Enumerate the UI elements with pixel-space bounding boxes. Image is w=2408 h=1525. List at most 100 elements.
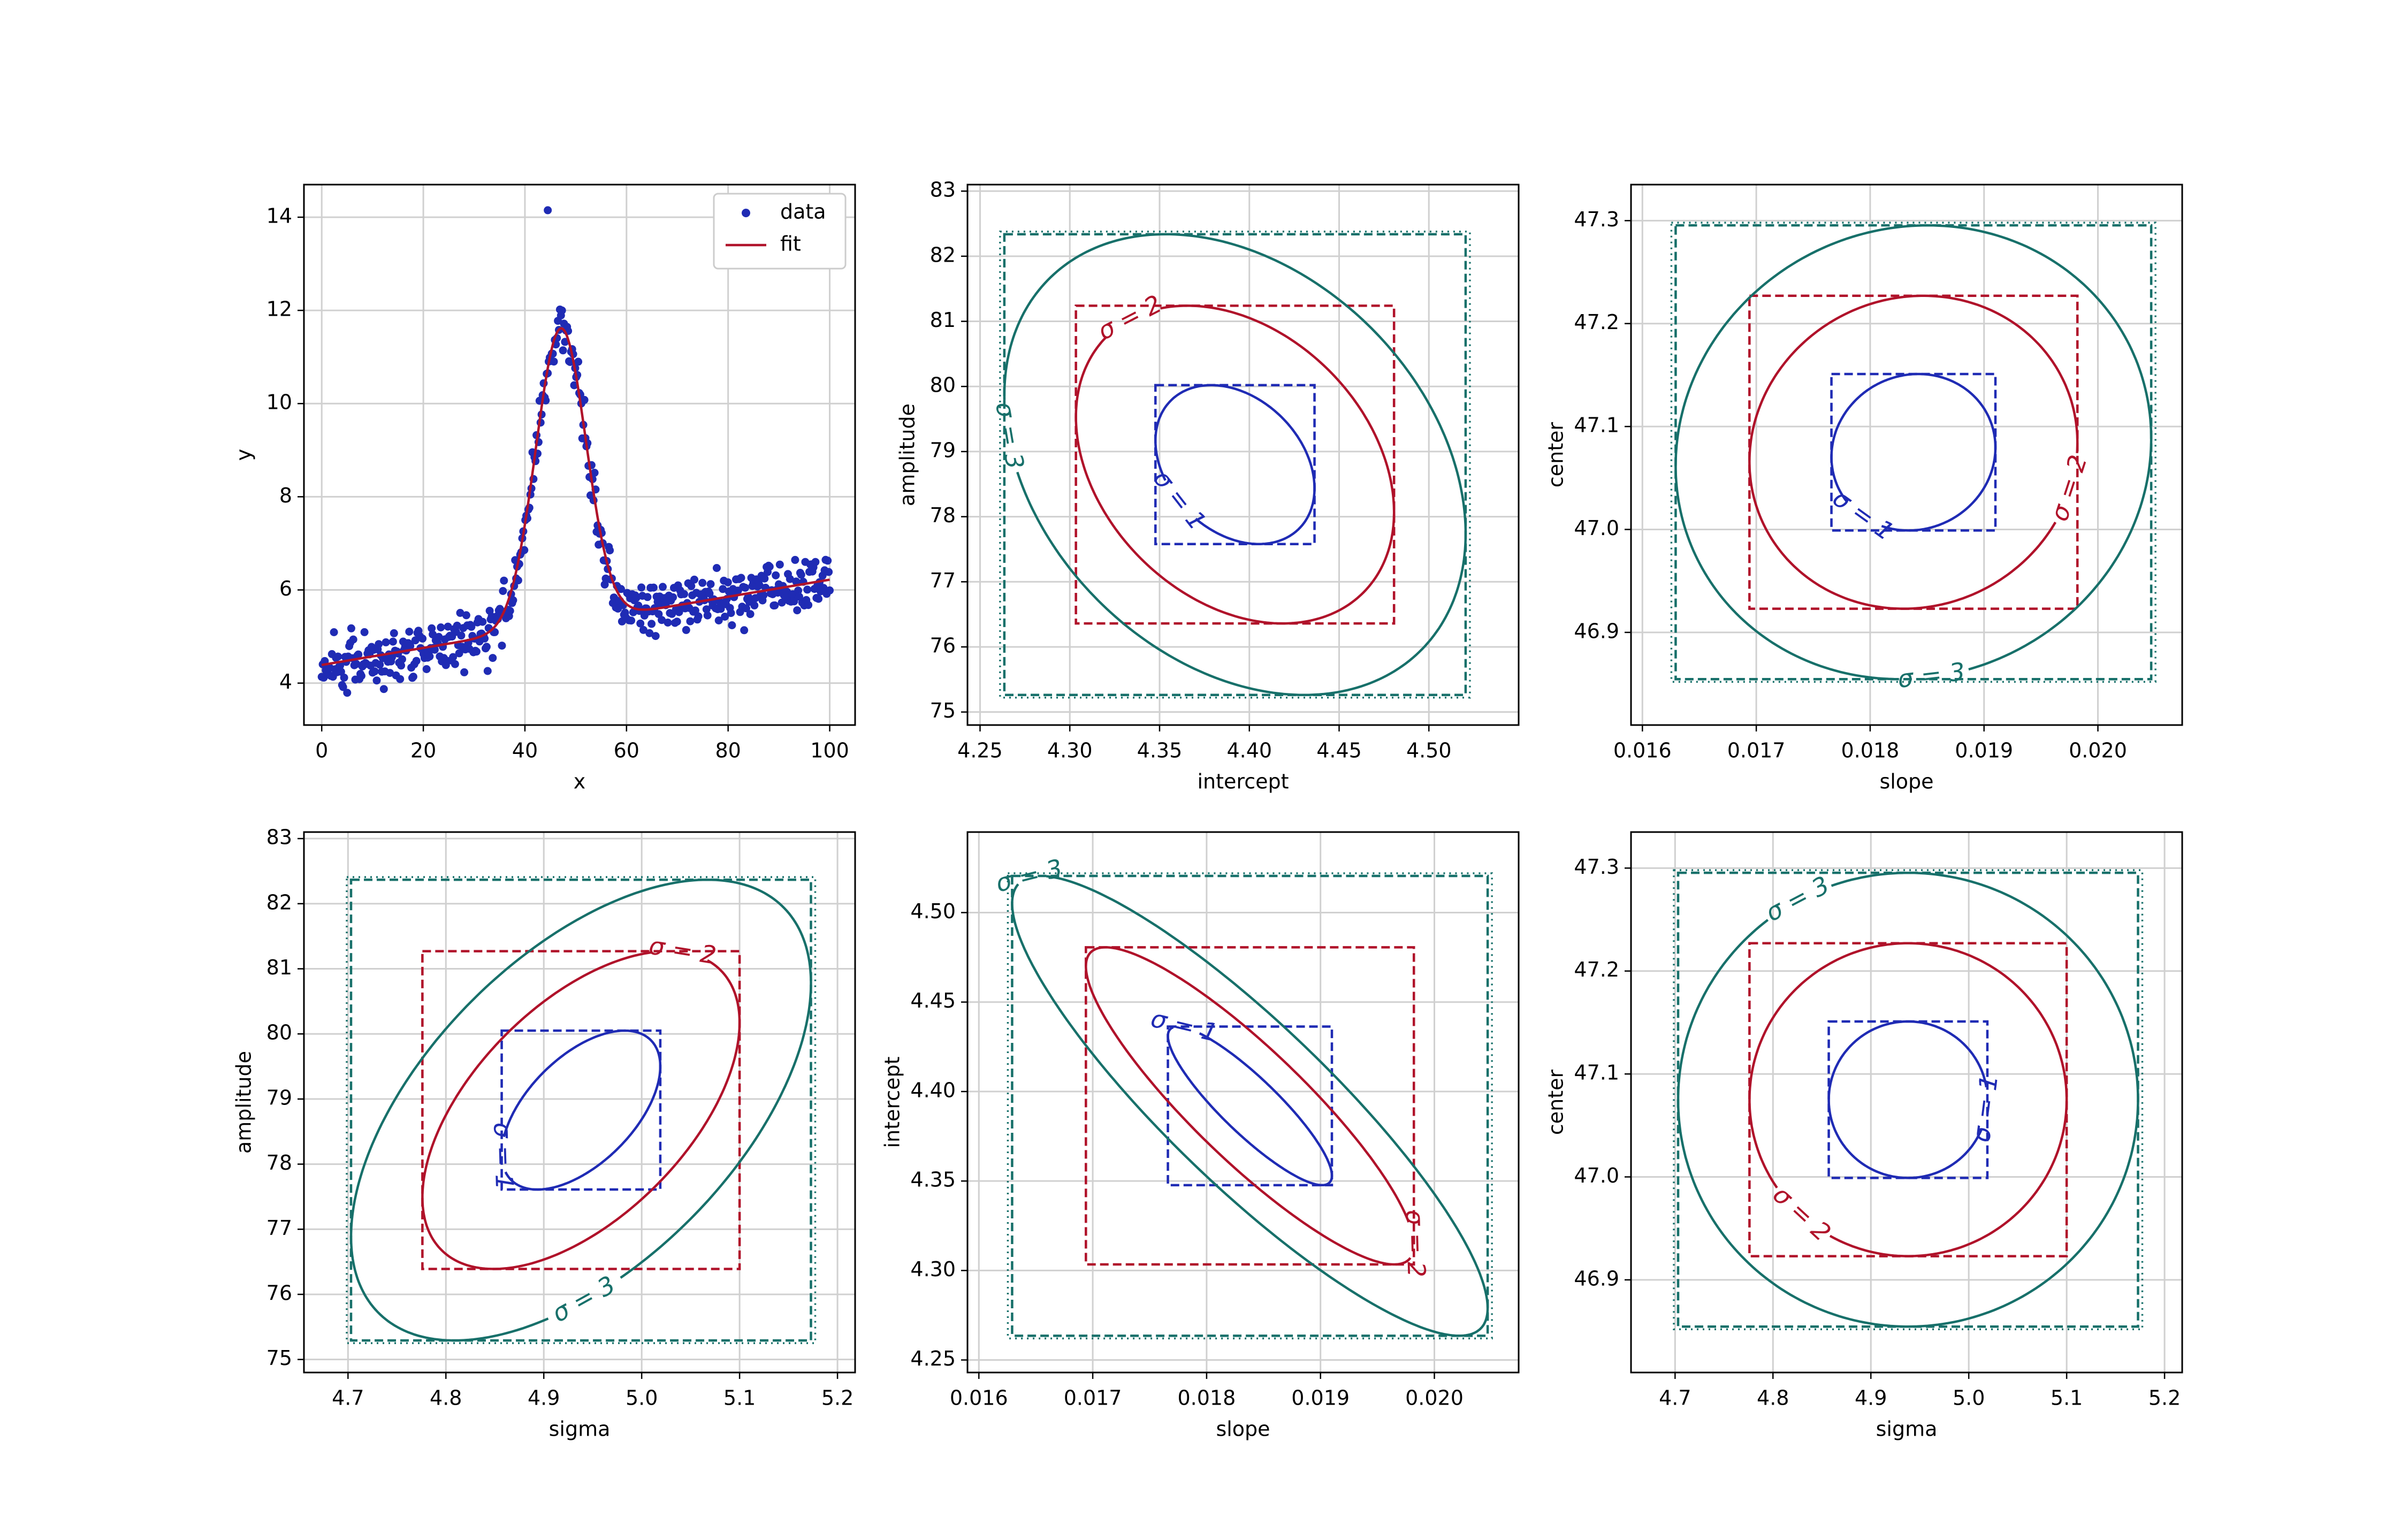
x-axis-label: sigma	[1876, 1417, 1938, 1441]
y-tick-label: 47.3	[1574, 208, 1619, 231]
data-point	[600, 580, 609, 589]
data-point	[771, 601, 779, 609]
x-tick-label: 0.018	[1841, 739, 1900, 762]
x-tick-label: 4.25	[957, 739, 1003, 762]
data-point	[803, 585, 812, 594]
data-point	[637, 583, 646, 592]
data-point	[412, 657, 421, 665]
data-point	[741, 583, 750, 592]
data-point	[647, 620, 656, 628]
sigma1-contour-label: σ = 1	[488, 1122, 519, 1191]
y-tick-label: 47.3	[1574, 855, 1619, 879]
data-point	[379, 685, 388, 693]
sigma3-dotted-box	[1007, 872, 1493, 1340]
data-point	[682, 626, 690, 634]
data-point	[702, 605, 711, 614]
y-tick-label: 14	[266, 204, 292, 227]
x-tick-label: 0	[315, 739, 328, 762]
data-point	[775, 560, 784, 569]
sigma1-contour-label: σ = 1	[1827, 483, 1899, 546]
sigma3-contour	[1677, 871, 2139, 1328]
x-tick-label: 4.40	[1226, 739, 1272, 762]
axes-frame	[1630, 184, 2183, 726]
data-point	[772, 571, 780, 580]
legend-label-data: data	[780, 200, 826, 224]
sigma2-dashed-box	[1748, 294, 2079, 610]
panel-3: 0.016 0.017 0.018 0.019 0.020 46.9 47.0 47.1 47.…	[1544, 184, 2183, 794]
data-point	[382, 638, 390, 646]
sigma2-contour	[1748, 294, 2079, 610]
sigma1-contour-label: σ = 1	[1148, 464, 1212, 536]
data-point	[406, 642, 415, 650]
sigma1-dashed-box	[1154, 384, 1316, 545]
y-tick-label: 80	[930, 373, 956, 397]
x-tick-label: 20	[410, 739, 436, 762]
data-point	[627, 616, 636, 625]
data-point	[742, 604, 750, 613]
data-point	[544, 206, 552, 215]
data-point	[765, 562, 774, 571]
data-point	[482, 643, 491, 651]
y-tick-label: 78	[266, 1151, 292, 1175]
grid	[1631, 185, 2182, 725]
sigma2-dashed-box	[1075, 304, 1396, 625]
sigma3-dashed-box	[1674, 224, 2153, 681]
axes-frame	[303, 184, 856, 726]
legend: data fit	[713, 193, 847, 270]
x-tick-label: 100	[810, 739, 849, 762]
data-point	[386, 669, 394, 677]
data-point	[795, 592, 803, 601]
data-point	[349, 635, 357, 644]
data-point	[339, 683, 347, 691]
y-tick-label: 4.50	[910, 899, 956, 923]
y-tick-label: 4.35	[910, 1168, 956, 1192]
data-point	[360, 628, 369, 636]
data-point	[347, 624, 355, 632]
data-point	[645, 629, 654, 637]
data-point	[723, 578, 732, 586]
sigma1-dashed-box	[1167, 1025, 1333, 1187]
legend-marker-data	[742, 209, 750, 217]
sigma2-contour-label: σ = 2	[1767, 1180, 1837, 1247]
sigma2-contour	[1075, 304, 1396, 625]
data-point	[390, 629, 398, 637]
sigma1-contour-label: σ = 1	[1148, 1004, 1221, 1048]
sigma3-dashed-box	[1677, 871, 2139, 1328]
data-point	[444, 622, 452, 631]
data-point	[430, 645, 439, 654]
y-tick-label: 83	[930, 178, 956, 202]
x-tick-label: 0.016	[950, 1386, 1008, 1410]
sigma3-contour-label: σ = 3	[990, 400, 1030, 471]
data-point	[330, 628, 338, 636]
sigma3-dotted-box	[1670, 222, 2156, 683]
y-tick-label: 46.9	[1574, 619, 1619, 643]
grid	[967, 185, 1519, 725]
data-point	[811, 558, 820, 566]
data-point	[422, 665, 431, 673]
grid	[304, 832, 855, 1372]
y-tick-label: 12	[266, 298, 292, 321]
sigma2-contour	[421, 951, 741, 1270]
y-axis-label: center	[1544, 1069, 1568, 1135]
sigma1-contour	[1830, 372, 1997, 532]
y-tick-label: 4.40	[910, 1078, 956, 1102]
y-tick-label: 10	[266, 391, 292, 414]
sigma1-contour-label: σ = 1	[1967, 1073, 2003, 1143]
data-point	[792, 577, 801, 586]
x-tick-label: 0.017	[1064, 1386, 1122, 1410]
axes-frame	[966, 831, 1520, 1374]
data-point	[714, 616, 723, 624]
data-point	[500, 576, 508, 585]
data-point	[606, 546, 614, 555]
y-axis-label: amplitude	[896, 403, 919, 506]
y-tick-label: 79	[266, 1086, 292, 1109]
data-point	[388, 637, 397, 646]
x-axis-label: sigma	[549, 1417, 611, 1441]
y-tick-label: 83	[266, 826, 292, 849]
data-point	[719, 585, 727, 593]
data-point	[449, 653, 458, 661]
sigma2-contour	[1748, 942, 2068, 1257]
data-point	[691, 606, 699, 615]
sigma3-contour-label: σ = 3	[1896, 657, 1967, 693]
y-tick-label: 78	[930, 504, 956, 527]
